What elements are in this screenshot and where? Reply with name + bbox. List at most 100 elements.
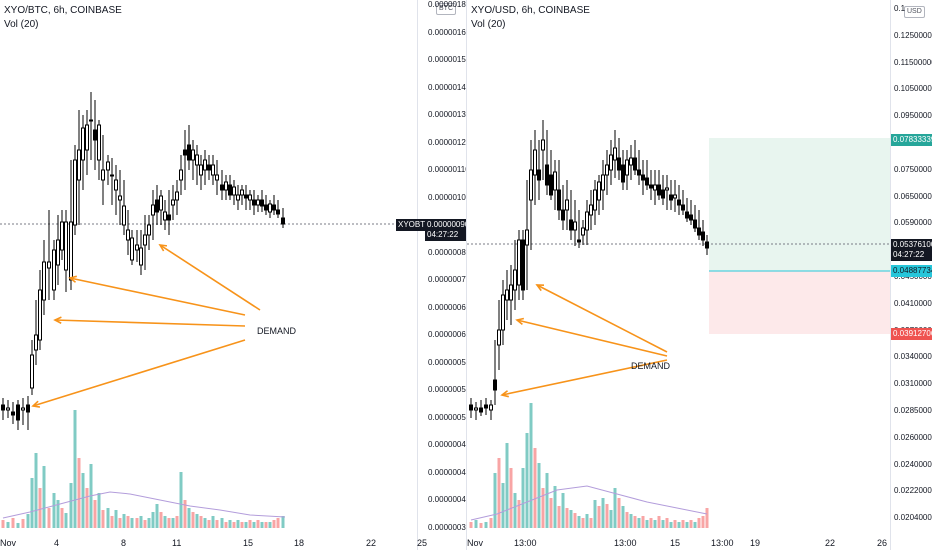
- price-tick-label: 0.00000062: [428, 330, 466, 339]
- demand-arrow-head: [158, 243, 168, 252]
- volume-bar: [609, 510, 613, 528]
- candle-body: [633, 157, 637, 171]
- candle-body: [163, 211, 167, 221]
- demand-annotation: DEMAND: [631, 361, 671, 371]
- price-tick-label: 0.00000058: [428, 357, 466, 367]
- candle-body: [187, 144, 191, 161]
- candle-body: [657, 184, 661, 196]
- time-tick-label: 13:00: [514, 538, 537, 548]
- candle-body: [589, 204, 593, 216]
- bar-countdown: 04:27:22: [427, 230, 459, 239]
- volume-bar: [484, 522, 488, 528]
- volume-indicator-label[interactable]: Vol (20): [4, 19, 39, 30]
- candle-body: [497, 329, 501, 346]
- currency-unit-badge[interactable]: BTC: [436, 3, 456, 15]
- candle-body: [236, 194, 240, 201]
- volume-bar: [533, 448, 537, 528]
- candle-body: [26, 404, 30, 413]
- candle-body: [30, 354, 34, 389]
- candle-body: [47, 261, 51, 269]
- candle-body: [517, 239, 521, 286]
- candle-body: [573, 221, 577, 231]
- candle-body: [211, 164, 215, 176]
- volume-bar: [187, 508, 191, 528]
- volume-indicator-label[interactable]: Vol (20): [471, 19, 506, 30]
- demand-arrow: [159, 244, 261, 311]
- volume-bar: [513, 493, 517, 528]
- time-tick-label: 18: [294, 538, 305, 548]
- candle-body: [601, 174, 605, 191]
- volume-bar: [199, 516, 203, 528]
- candle-body: [179, 169, 183, 181]
- price-chart-canvas[interactable]: [467, 0, 932, 550]
- volume-bar: [195, 514, 199, 528]
- candle-body: [260, 199, 264, 207]
- volume-bar: [26, 514, 30, 528]
- volume-bar: [474, 520, 478, 528]
- volume-bar: [657, 516, 661, 528]
- volume-bar: [163, 516, 167, 528]
- volume-bar: [203, 518, 207, 528]
- candle-body: [509, 284, 513, 301]
- demand-arrow: [501, 359, 668, 396]
- candle-body: [581, 227, 585, 236]
- volume-bar: [207, 520, 211, 528]
- volume-bar: [697, 518, 701, 528]
- symbol-title[interactable]: XYO/BTC, 6h, COINBASE: [4, 5, 122, 16]
- volume-bar: [183, 500, 187, 528]
- volume-bar: [529, 403, 533, 528]
- volume-bar: [545, 473, 549, 528]
- volume-bar: [228, 520, 232, 528]
- candle-body: [673, 194, 677, 199]
- volume-bar: [167, 518, 171, 528]
- volume-bar: [1, 520, 5, 528]
- candle-body: [60, 221, 64, 251]
- candle-body: [469, 404, 473, 411]
- chart-panel-xyo-btc[interactable]: XYO/BTC, 6h, COINBASE Vol (20) BTC 0.000…: [0, 0, 466, 550]
- volume-bar: [641, 516, 645, 528]
- volume-bar: [553, 486, 557, 528]
- volume-bar: [549, 498, 553, 528]
- volume-bar: [617, 498, 621, 528]
- candle-body: [56, 239, 60, 266]
- price-chart-canvas[interactable]: [0, 0, 466, 550]
- time-tick-label: 22: [366, 538, 377, 548]
- volume-bar: [276, 518, 280, 528]
- demand-arrow-head: [53, 316, 62, 324]
- volume-bar: [211, 516, 215, 528]
- volume-bar: [493, 473, 497, 528]
- candle-body: [677, 199, 681, 206]
- candle-body: [557, 189, 561, 211]
- demand-arrow: [54, 319, 246, 327]
- candle-body: [268, 203, 272, 213]
- candle-body: [541, 139, 545, 151]
- candle-body: [171, 199, 175, 206]
- volume-bar: [264, 522, 268, 528]
- volume-bar: [118, 518, 122, 528]
- candle-body: [232, 186, 236, 196]
- demand-annotation: DEMAND: [257, 326, 297, 336]
- candle-body: [220, 184, 224, 191]
- candle-body: [501, 294, 505, 331]
- demand-arrow-head: [515, 317, 525, 326]
- price-tick-label: 0.00000043: [428, 467, 466, 477]
- candle-body: [16, 404, 20, 421]
- time-tick-label: 8: [121, 538, 127, 548]
- candle-body: [151, 204, 155, 216]
- symbol-title[interactable]: XYO/USD, 6h, COINBASE: [471, 5, 590, 16]
- volume-bar: [69, 483, 73, 528]
- chart-panel-xyo-usd[interactable]: XYO/USD, 6h, COINBASE Vol (20) USD 0.1 0.…: [466, 0, 932, 550]
- volume-bar: [565, 508, 569, 528]
- volume-bar: [561, 493, 565, 528]
- currency-unit-badge[interactable]: USD: [904, 6, 925, 18]
- volume-bar: [77, 458, 81, 528]
